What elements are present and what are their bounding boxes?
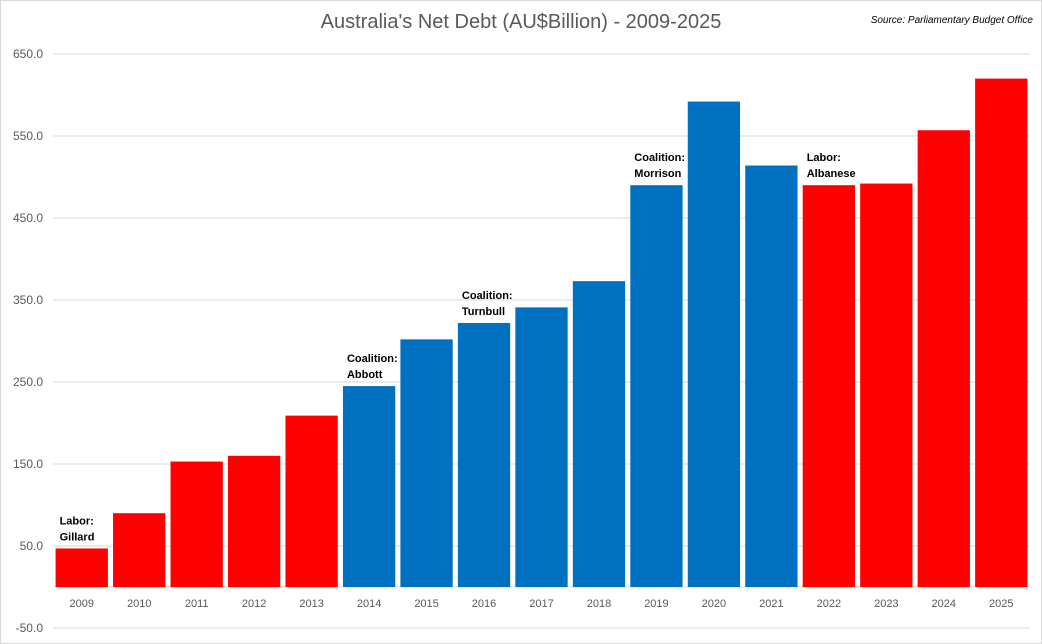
y-tick-label: 50.0 xyxy=(20,539,44,553)
y-tick-label: 250.0 xyxy=(13,375,43,389)
annotation-2014: Abbott xyxy=(347,369,383,381)
annotation-2019: Coalition: xyxy=(634,152,685,164)
annotation-2022: Albanese xyxy=(807,168,856,180)
y-tick-label: 150.0 xyxy=(13,457,43,471)
x-tick-label: 2010 xyxy=(127,598,151,610)
annotation-2014: Coalition: xyxy=(347,353,398,365)
bar-2014 xyxy=(342,386,396,587)
x-tick-label: 2018 xyxy=(587,598,611,610)
bar-2013 xyxy=(285,415,338,587)
x-tick-label: 2020 xyxy=(702,598,726,610)
y-tick-label: 450.0 xyxy=(13,211,43,225)
bar-2018 xyxy=(572,281,626,587)
bar-2015 xyxy=(400,339,453,587)
y-tick-label: 650.0 xyxy=(13,47,43,61)
bar-2025 xyxy=(975,78,1028,587)
y-tick-label: -50.0 xyxy=(16,621,44,635)
x-tick-label: 2022 xyxy=(817,598,841,610)
chart-title: Australia's Net Debt (AU$Billion) - 2009… xyxy=(320,11,722,33)
x-tick-label: 2012 xyxy=(242,598,266,610)
x-tick-label: 2016 xyxy=(472,598,496,610)
annotation-2022: Labor: xyxy=(807,152,841,164)
x-tick-label: 2019 xyxy=(644,598,668,610)
annotation-2016: Coalition: xyxy=(462,290,513,302)
bar-2012 xyxy=(227,455,281,587)
y-tick-label: 550.0 xyxy=(13,129,43,143)
x-tick-label: 2015 xyxy=(414,598,438,610)
bar-2020 xyxy=(687,101,741,587)
x-tick-label: 2017 xyxy=(529,598,553,610)
x-tick-label: 2013 xyxy=(299,598,323,610)
bar-2010 xyxy=(113,513,166,587)
x-tick-label: 2021 xyxy=(759,598,783,610)
bar-2016 xyxy=(457,322,511,587)
bar-2023 xyxy=(860,183,913,587)
chart-source: Source: Parliamentary Budget Office xyxy=(870,15,1033,26)
bar-2021 xyxy=(745,165,798,587)
x-tick-label: 2024 xyxy=(932,598,956,610)
x-tick-label: 2023 xyxy=(874,598,898,610)
x-tick-label: 2009 xyxy=(69,598,93,610)
annotation-2009: Labor: xyxy=(60,515,94,527)
x-tick-label: 2025 xyxy=(989,598,1013,610)
x-tick-label: 2011 xyxy=(185,598,209,610)
bar-2019 xyxy=(630,185,683,587)
y-tick-label: 350.0 xyxy=(13,293,43,307)
bar-2011 xyxy=(170,461,223,587)
bar-2009 xyxy=(55,548,108,587)
bar-2017 xyxy=(515,307,568,587)
bar-2022 xyxy=(802,185,856,587)
annotation-2016: Turnbull xyxy=(462,306,505,318)
annotation-2009: Gillard xyxy=(60,531,95,543)
annotation-2019: Morrison xyxy=(634,168,681,180)
bar-2024 xyxy=(917,130,970,587)
x-tick-label: 2014 xyxy=(357,598,381,610)
